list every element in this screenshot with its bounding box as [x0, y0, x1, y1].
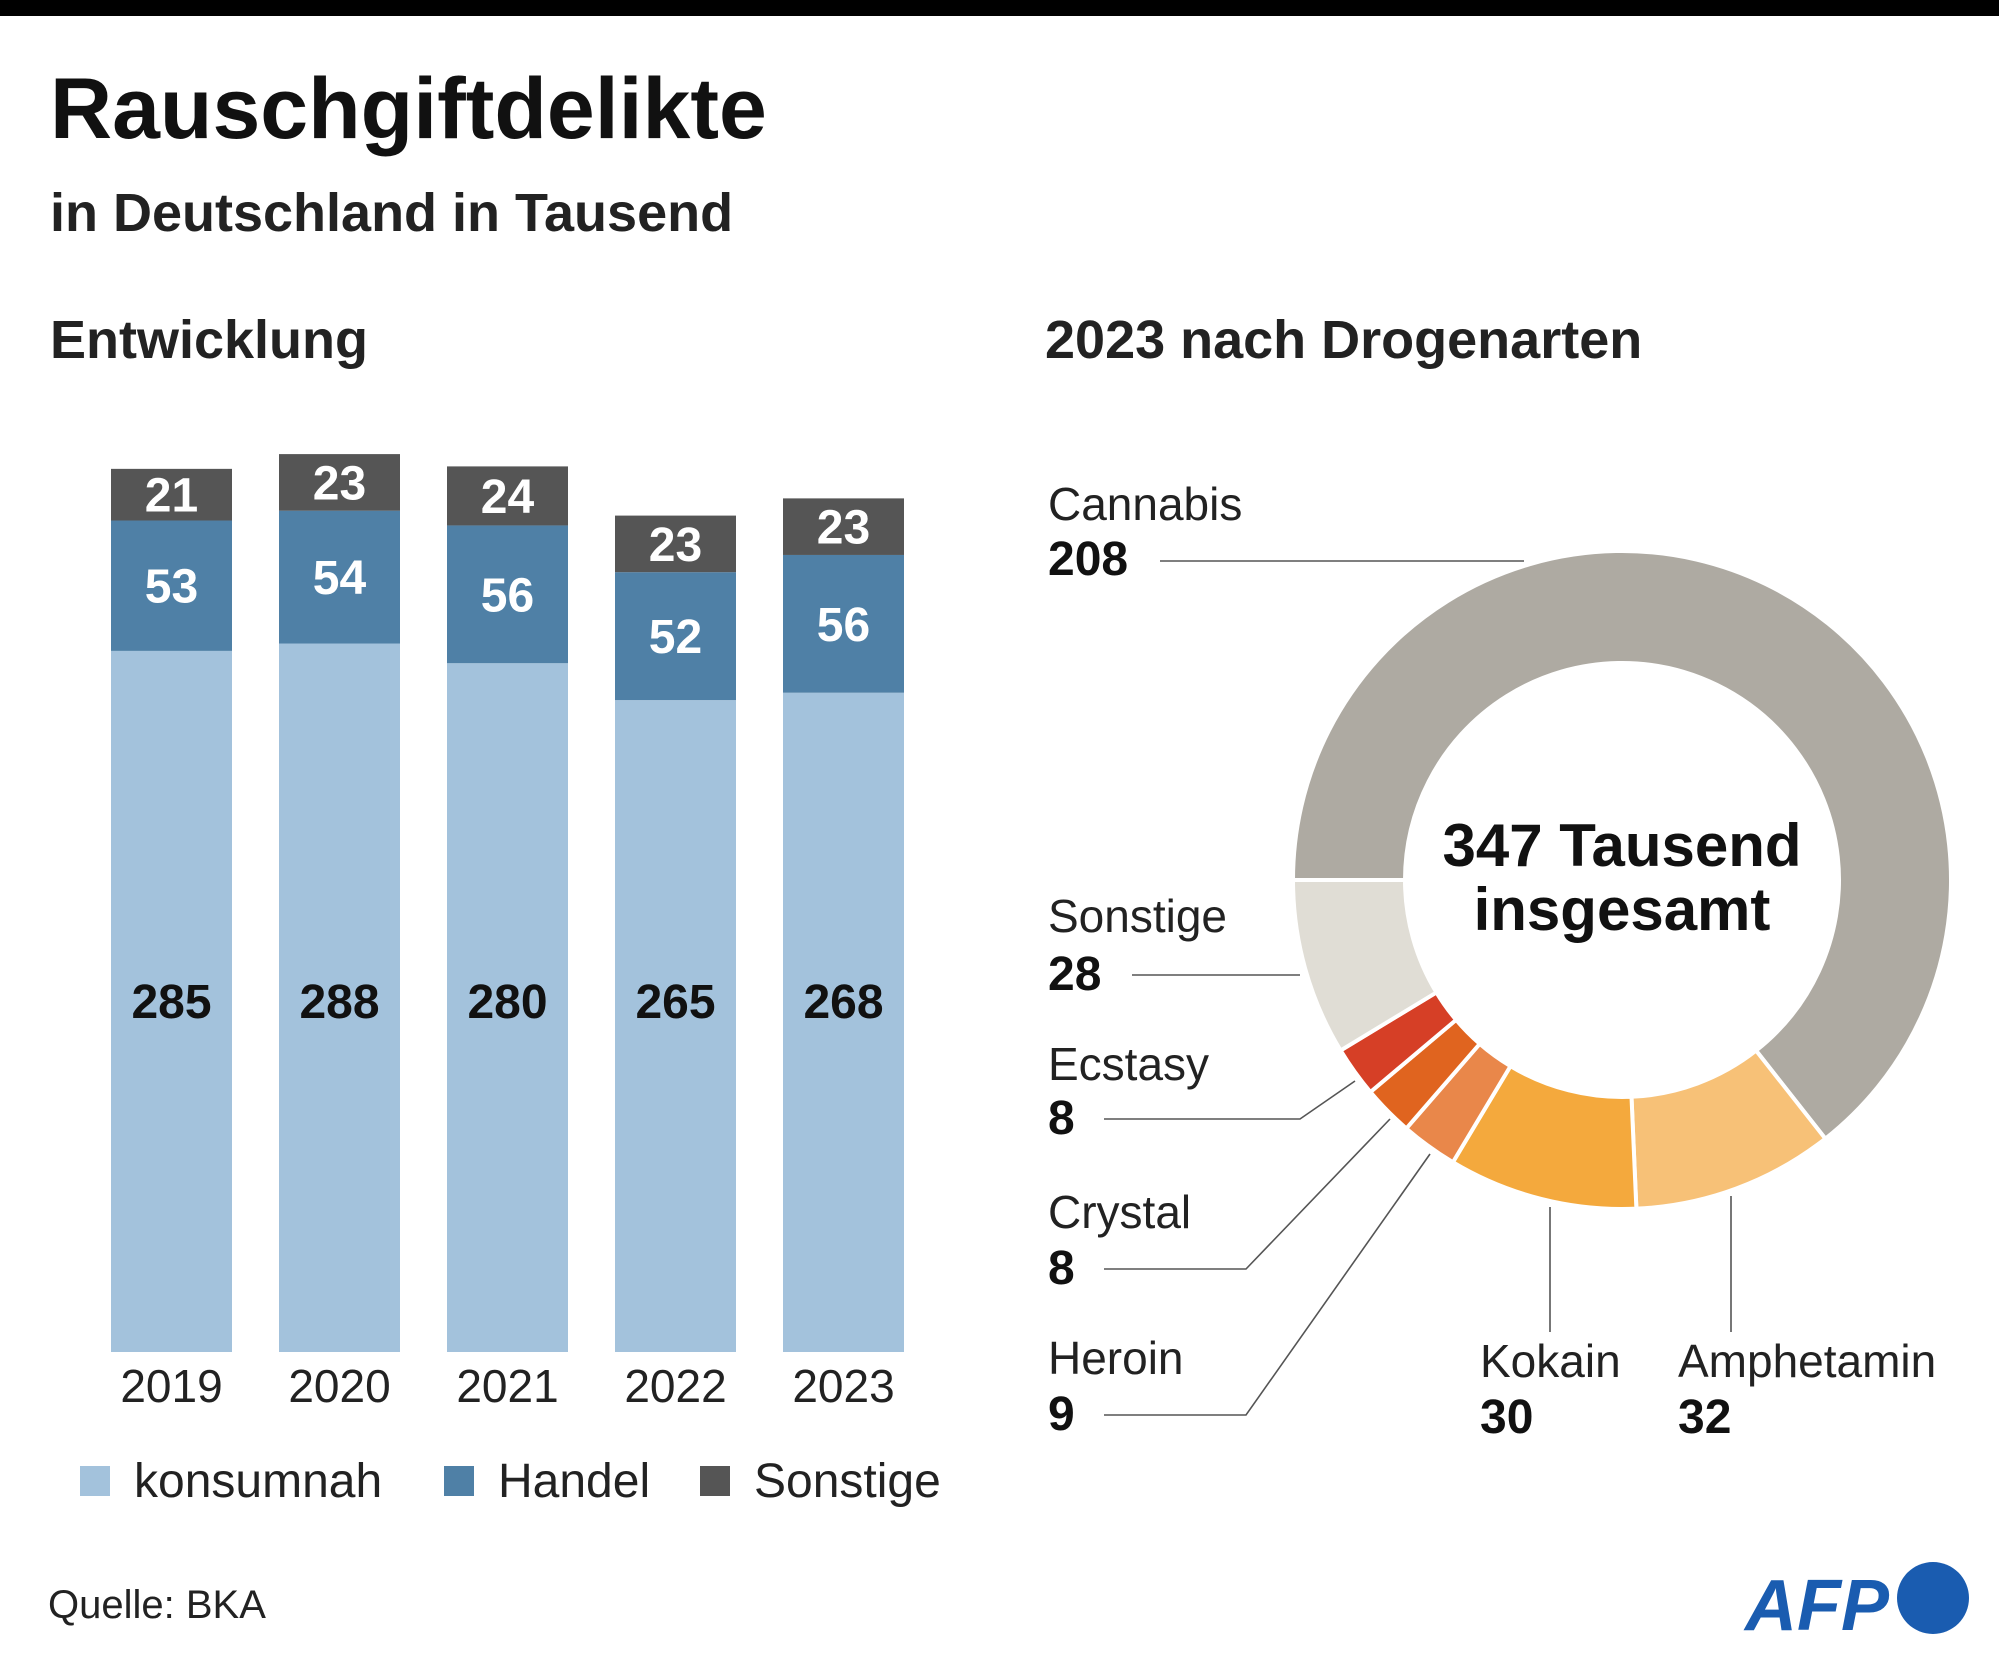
top-rule: [0, 0, 1999, 16]
slice-label-heroin: Heroin: [1048, 1332, 1184, 1384]
x-tick-label: 2019: [120, 1360, 222, 1412]
afp-logo: AFP: [1743, 1562, 1969, 1646]
bar-segment-sonstige-2021: [447, 466, 568, 526]
bar-value-label: 24: [481, 471, 535, 524]
bar-chart: 285 53 21 2019 288 54 23 2020 280 56 24 2021 265 52 23…: [111, 454, 904, 1412]
bar-value-label: 56: [817, 599, 870, 652]
bar-segment-sonstige-2023: [783, 498, 904, 555]
chart-title: Rauschgiftdelikte: [50, 61, 767, 157]
bar-value-label: 56: [481, 569, 534, 622]
bar-segment-sonstige-2019: [111, 468, 232, 521]
donut-center-caption: insgesamt: [1474, 876, 1771, 943]
x-tick-label: 2022: [624, 1360, 726, 1412]
slice-value-crystal: 8: [1048, 1242, 1075, 1295]
source-note: Quelle: BKA: [48, 1583, 266, 1627]
slice-value-ecstasy: 8: [1048, 1092, 1075, 1145]
slice-value-kokain: 30: [1480, 1391, 1533, 1444]
bar-segment-handel-2020: [279, 510, 400, 644]
slice-value-cannabis: 208: [1048, 533, 1128, 586]
bar-value-label: 53: [145, 561, 198, 614]
bar-value-label: 54: [313, 552, 367, 605]
bar-segment-handel-2019: [111, 520, 232, 651]
slice-value-heroin: 9: [1048, 1388, 1075, 1441]
bar-value-label: 23: [313, 457, 366, 510]
legend-label-handel: Handel: [498, 1455, 650, 1508]
bar-value-label: 265: [635, 976, 715, 1029]
legend-swatch-sonstige: [700, 1466, 730, 1496]
svg-text:AFP: AFP: [1743, 1566, 1890, 1646]
slice-label-sonstige: Sonstige: [1048, 890, 1227, 942]
leader-line-heroin: [1104, 1153, 1431, 1416]
bar-value-label: 23: [649, 519, 702, 572]
bar-value-label: 21: [145, 470, 198, 523]
slice-label-ecstasy: Ecstasy: [1048, 1038, 1209, 1090]
legend-label-konsumnah: konsumnah: [134, 1455, 382, 1508]
bar-segment-konsumnah-2019: [111, 650, 232, 1352]
slice-label-crystal: Crystal: [1048, 1186, 1191, 1238]
bar-value-label: 288: [299, 976, 379, 1029]
x-tick-label: 2020: [288, 1360, 390, 1412]
bar-segment-handel-2023: [783, 554, 904, 693]
slice-value-sonstige: 28: [1048, 948, 1101, 1001]
bar-value-label: 52: [649, 611, 702, 664]
bar-segment-sonstige-2020: [279, 454, 400, 511]
legend-swatch-konsumnah: [80, 1466, 110, 1496]
bar-segment-konsumnah-2022: [615, 700, 736, 1352]
bar-segment-handel-2021: [447, 525, 568, 664]
slice-label-kokain: Kokain: [1480, 1335, 1621, 1387]
bar-segment-konsumnah-2020: [279, 643, 400, 1352]
bar-value-label: 23: [817, 502, 870, 555]
leader-line-ecstasy: [1104, 1080, 1356, 1120]
legend-swatch-handel: [444, 1466, 474, 1496]
leader-line-crystal: [1104, 1118, 1391, 1270]
x-tick-label: 2023: [792, 1360, 894, 1412]
bar-segment-konsumnah-2021: [447, 663, 568, 1352]
bar-segment-sonstige-2022: [615, 515, 736, 573]
donut-section-title: 2023 nach Drogenarten: [1045, 310, 1642, 370]
legend-label-sonstige: Sonstige: [754, 1455, 941, 1508]
donut-center-total: 347 Tausend: [1442, 812, 1801, 879]
slice-value-amphetamin: 32: [1678, 1391, 1731, 1444]
donut-slice-cannabis: [1290, 549, 1953, 1142]
bar-segment-konsumnah-2023: [783, 692, 904, 1352]
bar-value-label: 280: [467, 976, 547, 1029]
x-tick-label: 2021: [456, 1360, 558, 1412]
donut-slice-sonstige: [1290, 878, 1440, 1054]
slice-label-cannabis: Cannabis: [1048, 478, 1242, 530]
bar-segment-handel-2022: [615, 572, 736, 701]
slice-label-amphetamin: Amphetamin: [1678, 1335, 1936, 1387]
bar-value-label: 268: [803, 976, 883, 1029]
bar-section-title: Entwicklung: [50, 310, 368, 370]
bar-value-label: 285: [131, 976, 211, 1029]
chart-subtitle: in Deutschland in Tausend: [50, 183, 733, 243]
bar-legend: konsumnah Handel Sonstige: [80, 1455, 941, 1508]
